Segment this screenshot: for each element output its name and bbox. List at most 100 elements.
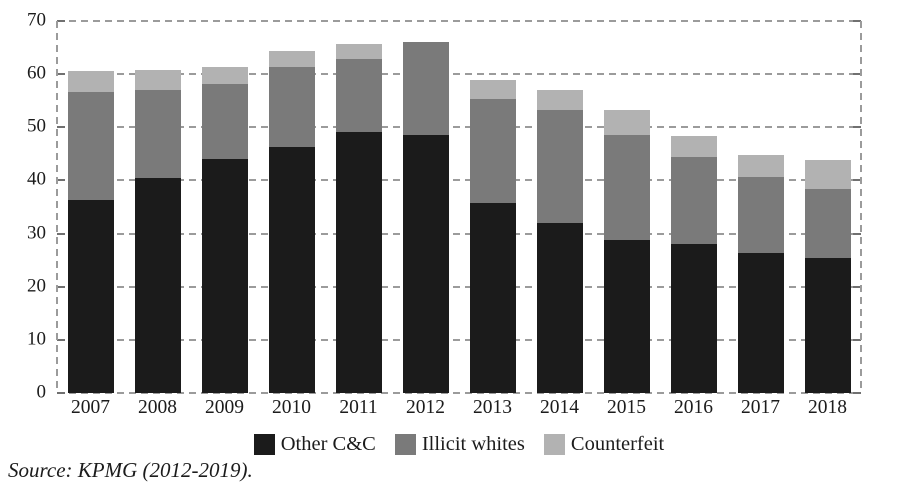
x-axis-label-2012: 2012 <box>406 397 445 418</box>
y-tick-left <box>57 232 65 235</box>
bar-slot-2007 <box>57 21 124 393</box>
y-axis-label: 40 <box>27 168 46 190</box>
y-tick-left <box>57 126 65 129</box>
stacked-bar-2018 <box>804 159 851 393</box>
bar-slot-2015 <box>593 21 660 393</box>
stacked-bar-2013 <box>469 80 516 393</box>
bar-segment-2009-other-c-c <box>201 158 248 393</box>
y-axis-label: 70 <box>27 9 46 31</box>
y-axis-label: 50 <box>27 115 46 137</box>
gridline-10 <box>57 338 861 341</box>
stacked-bar-2007 <box>67 70 114 393</box>
y-tick-right <box>853 20 861 22</box>
x-axis-labels: 2007 2008 2009 2010 2011 2012 2013 2014 2015 2016… <box>57 397 861 419</box>
y-tick-right <box>853 232 861 235</box>
y-tick-left <box>57 392 65 394</box>
gridline-60 <box>57 73 861 76</box>
bar-segment-2009-illicit-whites <box>201 84 248 159</box>
bar-segment-2014-other-c-c <box>536 223 583 393</box>
bar-segment-2012-illicit-whites <box>402 41 449 135</box>
bar-slot-2009 <box>191 21 258 393</box>
bar-segment-2015-other-c-c <box>603 240 650 393</box>
x-axis-label-2013: 2013 <box>473 397 512 418</box>
stacked-bar-2012 <box>402 41 449 393</box>
gridline-70 <box>57 20 861 22</box>
legend-label: Illicit whites <box>421 433 525 455</box>
legend-swatch <box>543 434 565 455</box>
bar-segment-2018-other-c-c <box>804 258 851 393</box>
bar-slot-2017 <box>727 21 794 393</box>
y-tick-right <box>853 338 861 341</box>
plot-right-border <box>860 21 862 393</box>
bars-container <box>57 21 861 393</box>
y-axis-label: 60 <box>27 62 46 84</box>
y-axis-line <box>56 21 58 393</box>
y-tick-left <box>57 285 65 288</box>
bar-segment-2012-other-c-c <box>402 134 449 393</box>
y-axis-label: 0 <box>36 381 47 403</box>
bar-segment-2014-counterfeit <box>536 89 583 111</box>
gridline-0 <box>57 392 861 394</box>
bar-segment-2016-counterfeit <box>670 135 717 158</box>
bar-segment-2007-illicit-whites <box>67 91 114 201</box>
bar-segment-2008-other-c-c <box>134 178 181 393</box>
x-axis-label-2015: 2015 <box>607 397 646 418</box>
bar-segment-2010-counterfeit <box>268 50 315 68</box>
bar-segment-2014-illicit-whites <box>536 110 583 224</box>
bar-segment-2011-counterfeit <box>335 43 382 60</box>
stacked-bar-2017 <box>737 154 784 393</box>
bar-segment-2013-other-c-c <box>469 202 516 393</box>
source-note: Source: KPMG (2012-2019). <box>8 458 253 482</box>
bar-slot-2018 <box>794 21 861 393</box>
bar-slot-2010 <box>258 21 325 393</box>
x-axis-label-2009: 2009 <box>205 397 244 418</box>
gridline-20 <box>57 285 861 288</box>
y-tick-left <box>57 179 65 182</box>
bar-slot-2008 <box>124 21 191 393</box>
bar-segment-2017-counterfeit <box>737 154 784 178</box>
bar-segment-2011-other-c-c <box>335 132 382 393</box>
y-tick-right <box>853 73 861 76</box>
bar-slot-2014 <box>526 21 593 393</box>
stacked-bar-2011 <box>335 43 382 393</box>
bar-segment-2013-illicit-whites <box>469 98 516 203</box>
bar-slot-2013 <box>459 21 526 393</box>
bar-segment-2018-counterfeit <box>804 159 851 190</box>
bar-segment-2015-illicit-whites <box>603 135 650 241</box>
bar-segment-2016-illicit-whites <box>670 157 717 244</box>
stacked-bar-2008 <box>134 70 181 393</box>
x-axis-label-2017: 2017 <box>741 397 780 418</box>
stacked-bar-2010 <box>268 50 315 393</box>
bar-segment-2008-counterfeit <box>134 70 181 91</box>
stacked-bar-2015 <box>603 110 650 393</box>
bar-slot-2016 <box>660 21 727 393</box>
x-axis-label-2007: 2007 <box>71 397 110 418</box>
y-tick-left <box>57 73 65 76</box>
legend-label: Other C&C <box>280 433 376 455</box>
bar-segment-2009-counterfeit <box>201 67 248 85</box>
bar-segment-2018-illicit-whites <box>804 189 851 259</box>
stacked-bar-2014 <box>536 89 583 393</box>
bar-slot-2011 <box>325 21 392 393</box>
plot-area <box>56 20 862 394</box>
stacked-bar-2016 <box>670 135 717 393</box>
legend-label: Counterfeit <box>570 433 665 455</box>
y-tick-left <box>57 20 65 22</box>
y-tick-left <box>57 338 65 341</box>
gridline-30 <box>57 232 861 235</box>
bar-segment-2010-illicit-whites <box>268 67 315 147</box>
gridline-50 <box>57 126 861 129</box>
y-tick-right <box>853 126 861 129</box>
legend-item-other-c-c: Other C&C <box>253 433 376 456</box>
x-axis-label-2010: 2010 <box>272 397 311 418</box>
legend-swatch <box>253 434 275 455</box>
y-tick-right <box>853 392 861 394</box>
legend-swatch <box>394 434 416 455</box>
bar-segment-2007-other-c-c <box>67 200 114 393</box>
bar-segment-2011-illicit-whites <box>335 59 382 133</box>
y-axis-label: 30 <box>27 222 46 244</box>
bar-segment-2008-illicit-whites <box>134 90 181 179</box>
y-axis-label: 10 <box>27 328 46 350</box>
y-axis-labels: 0 10 20 30 40 50 60 70 <box>0 10 48 403</box>
